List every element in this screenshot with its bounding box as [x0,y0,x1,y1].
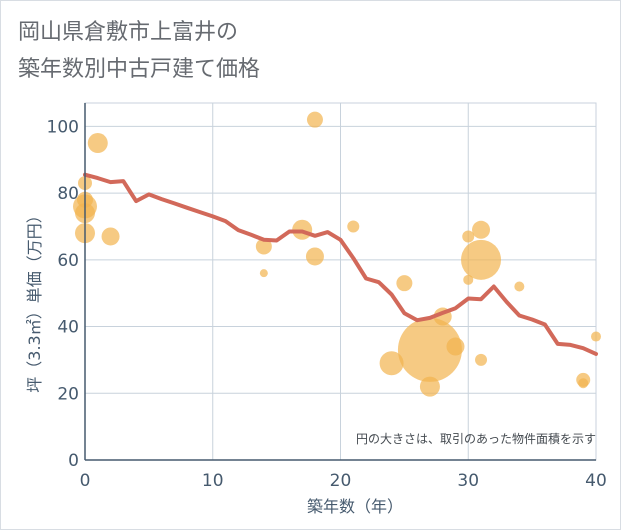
data-bubble [255,238,272,255]
data-bubble [87,133,108,154]
title-line-1: 岡山県倉敷市上富井の [18,20,239,45]
data-bubble [461,239,502,280]
data-bubble [379,351,404,376]
y-tick-label: 0 [68,451,79,471]
data-bubble [475,353,488,366]
data-bubble [578,378,589,389]
data-bubble [306,111,323,128]
y-axis-title: 坪（3.3㎡）単価（万円） [25,207,44,392]
chart-title: 岡山県倉敷市上富井の 築年数別中古戸建て価格 [18,14,260,88]
data-bubble [463,274,474,285]
data-bubble [472,220,491,239]
y-tick-label: 80 [57,184,79,204]
data-bubble [446,337,465,356]
x-tick-label: 10 [202,471,224,491]
data-bubble [101,227,120,246]
x-axis-title: 築年数（年） [307,497,403,516]
data-bubble [462,230,475,243]
size-annotation: 円の大きさは、取引のあった物件面積を示す [356,431,596,446]
data-bubble [396,275,413,292]
bubble-layer [73,111,601,397]
data-bubble [591,331,601,342]
y-tick-label: 100 [47,117,79,137]
y-tick-label: 40 [57,318,79,338]
x-tick-label: 40 [585,471,607,491]
data-bubble [347,220,360,233]
axes: 0 20 40 60 80 100 0 10 20 30 40 [47,103,607,491]
x-tick-label: 0 [80,471,91,491]
y-tick-label: 60 [57,251,79,271]
y-tick-label: 20 [57,384,79,404]
data-bubble [397,317,462,382]
data-bubble [259,269,268,278]
x-tick-label: 30 [457,471,479,491]
trend-layer [83,172,598,356]
x-tick-label: 20 [330,471,352,491]
trend-line [83,172,598,356]
data-bubble [419,376,440,397]
data-bubble [514,281,525,292]
grid [84,102,597,461]
title-line-2: 築年数別中古戸建て価格 [18,57,261,82]
data-bubble [305,247,324,266]
